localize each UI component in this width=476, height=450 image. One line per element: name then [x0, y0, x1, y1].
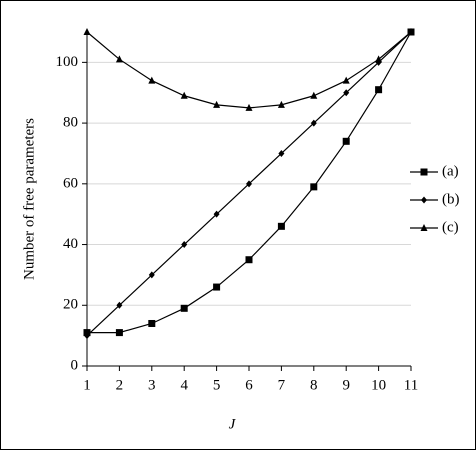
- y-tick-label: 100: [56, 54, 79, 70]
- marker: [310, 119, 317, 127]
- marker: [310, 183, 318, 191]
- y-tick-label: 0: [71, 357, 79, 373]
- marker: [278, 149, 285, 157]
- marker: [245, 103, 253, 111]
- legend-marker: [421, 196, 427, 204]
- marker: [213, 283, 221, 291]
- marker: [246, 180, 252, 188]
- x-tick-label: 6: [245, 377, 253, 393]
- marker: [84, 332, 90, 340]
- marker: [115, 55, 123, 63]
- marker: [180, 91, 188, 99]
- x-tick-label: 3: [148, 377, 156, 393]
- x-tick-label: 2: [116, 377, 124, 393]
- x-tick-label: 8: [310, 377, 318, 393]
- marker: [213, 100, 221, 108]
- marker: [277, 100, 285, 108]
- x-tick-label: 11: [404, 377, 418, 393]
- x-axis-label: J: [229, 416, 237, 432]
- legend-label: (c): [442, 219, 459, 235]
- legend-marker: [420, 224, 428, 231]
- marker: [375, 55, 383, 63]
- x-tick-label: 9: [342, 377, 350, 393]
- y-axis-label: Number of free parameters: [21, 118, 37, 280]
- marker: [342, 76, 350, 84]
- y-tick-label: 20: [63, 297, 78, 313]
- marker: [148, 319, 156, 327]
- y-tick-label: 40: [63, 236, 78, 252]
- legend-marker: [420, 168, 428, 176]
- marker: [277, 222, 285, 230]
- y-tick-label: 60: [63, 175, 78, 191]
- marker: [342, 137, 350, 145]
- marker: [180, 304, 188, 312]
- marker: [83, 28, 91, 35]
- x-tick-label: 10: [371, 377, 386, 393]
- legend-label: (b): [442, 191, 460, 207]
- marker: [245, 256, 253, 264]
- marker: [407, 28, 415, 35]
- marker: [343, 89, 350, 97]
- x-tick-label: 4: [180, 377, 188, 393]
- marker: [116, 301, 123, 309]
- marker: [148, 271, 155, 279]
- marker: [213, 210, 220, 218]
- x-tick-label: 7: [278, 377, 286, 393]
- marker: [181, 241, 188, 249]
- marker: [148, 76, 156, 84]
- marker: [115, 329, 123, 337]
- x-tick-label: 1: [83, 377, 91, 393]
- marker: [310, 91, 318, 99]
- marker: [375, 86, 383, 94]
- y-tick-label: 80: [63, 115, 78, 131]
- x-tick-label: 5: [213, 377, 221, 393]
- legend-label: (a): [442, 163, 459, 179]
